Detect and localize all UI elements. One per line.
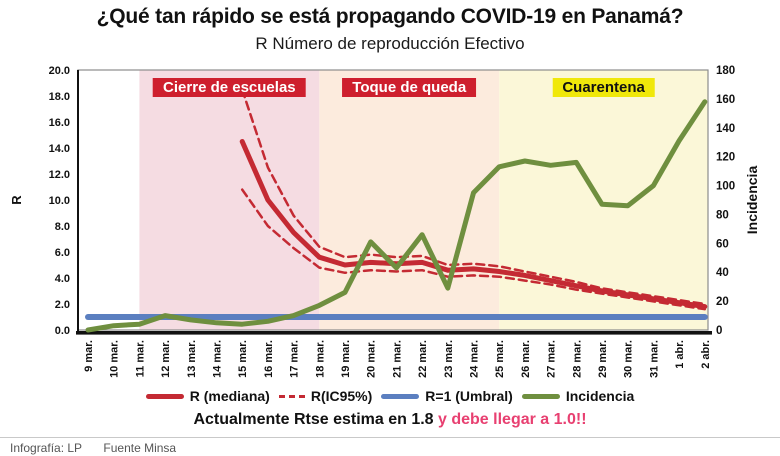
left-tick-label: 12.0	[49, 169, 70, 181]
x-tick-label: 11 mar.	[134, 340, 146, 377]
right-tick-label: 120	[716, 152, 735, 164]
left-tick-label: 2.0	[55, 299, 70, 311]
x-tick-label: 20 mar.	[366, 340, 378, 378]
x-tick-label: 23 mar.	[443, 340, 455, 378]
series-r-ic95-superior	[240, 88, 707, 306]
x-tick-label: 25 mar.	[494, 340, 506, 378]
right-tick-label: 80	[716, 209, 729, 221]
legend-swatch-r-ic95	[278, 394, 305, 398]
footer-source: Fuente Minsa	[103, 441, 177, 455]
x-tick-label: 15 mar.	[237, 340, 249, 378]
region-label-cierre-de-escuelas: Cierre de escuelas	[153, 78, 306, 97]
footer: Infografía: LP Fuente Minsa	[0, 437, 780, 455]
series-incidencia	[85, 99, 708, 333]
x-tick-label: 24 mar.	[469, 340, 481, 378]
x-tick-label: 29 mar.	[597, 340, 609, 378]
region-label-toque-de-queda: Toque de queda	[342, 78, 477, 97]
legend-item-r-1-umbral: R=1 (Umbral)	[381, 388, 513, 404]
x-tick-label: 12 mar.	[160, 340, 172, 378]
x-tick-label: 18 mar.	[314, 340, 326, 378]
legend-swatch-r-1-umbral	[381, 393, 420, 399]
right-tick-label: 160	[716, 94, 735, 106]
region-cierre-de-escuelas	[139, 70, 320, 330]
x-tick-label: 22 mar.	[417, 340, 429, 378]
left-tick-label: 4.0	[55, 273, 70, 285]
left-axis-title: R	[9, 195, 24, 205]
x-tick-label: 19 mar.	[340, 340, 352, 378]
x-tick-label: 14 mar.	[212, 340, 224, 378]
chart-svg: 0.0 2.0 4.0 6.0 8.0 10.0 12.0 14.0 16.0 18.0 20.0 0…	[9, 65, 760, 378]
x-tick-label: 10 mar.	[109, 340, 121, 378]
annotation-main: Actualmente Rtse estima en 1.8	[193, 411, 439, 428]
series-r-ic95-inferior	[240, 188, 707, 311]
left-tick-label: 8.0	[55, 221, 70, 233]
left-tick-label: 6.0	[55, 247, 70, 259]
right-tick-label: 20	[716, 296, 729, 308]
left-tick-label: 20.0	[49, 65, 70, 77]
left-tick-label: 10.0	[49, 195, 70, 207]
x-tick-label: 1 abr.	[674, 340, 686, 369]
right-axis-title: Incidencia	[744, 166, 760, 235]
x-tick-label: 21 mar.	[391, 340, 403, 378]
legend-swatch-r-mediana	[145, 393, 184, 399]
x-tick-label: 13 mar.	[186, 340, 198, 378]
left-tick-label: 0.0	[55, 325, 70, 337]
region-label-cuarentena: Cuarentena	[552, 78, 655, 97]
legend-item-r-ic95: R(IC95%)	[278, 388, 373, 404]
legend-label: R=1 (Umbral)	[425, 388, 513, 404]
right-tick-label: 40	[716, 267, 729, 279]
left-tick-label: 14.0	[49, 143, 70, 155]
annotation-highlight: y debe llegar a 1.0!!	[438, 411, 587, 428]
legend-label: R(IC95%)	[310, 388, 373, 404]
x-tick-label: 31 mar.	[648, 340, 660, 378]
x-tick-label: 27 mar.	[546, 340, 558, 378]
chart-area: 0.0 2.0 4.0 6.0 8.0 10.0 12.0 14.0 16.0 18.0 20.0 0…	[0, 60, 780, 390]
left-tick-label: 18.0	[49, 91, 70, 103]
footer-credit: Infografía: LP	[10, 441, 83, 455]
annotation-text: Actualmente Rtse estima en 1.8 y debe ll…	[0, 411, 780, 429]
right-tick-label: 180	[716, 65, 735, 77]
x-tick-label: 26 mar.	[520, 340, 532, 378]
page-title: ¿Qué tan rápido se está propagando COVID…	[96, 5, 684, 28]
right-tick-label: 0	[716, 325, 722, 337]
x-tick-label: 9 mar.	[83, 340, 95, 372]
legend-label: Incidencia	[565, 388, 635, 404]
legend-item-r-mediana: R (mediana)	[145, 388, 270, 404]
x-tick-label: 16 mar.	[263, 340, 275, 378]
x-axis-line	[76, 331, 712, 335]
x-tick-label: 17 mar.	[289, 340, 301, 378]
region-cuarentena	[499, 70, 708, 330]
legend-label: R (mediana)	[189, 388, 270, 404]
x-tick-label: 28 mar.	[571, 340, 583, 378]
left-tick-label: 16.0	[49, 117, 70, 129]
series-r-mediana	[239, 139, 708, 310]
x-tick-label: 2 abr.	[700, 340, 712, 369]
right-tick-label: 140	[716, 123, 735, 135]
right-tick-label: 100	[716, 181, 735, 193]
right-tick-label: 60	[716, 238, 729, 250]
legend-item-incidencia: Incidencia	[521, 388, 635, 404]
chart-subtitle: R Número de reproducción Efectivo	[255, 34, 525, 53]
legend: R (mediana) R(IC95%) R=1 (Umbral) Incidenci…	[0, 388, 780, 404]
x-tick-label: 30 mar.	[623, 340, 635, 378]
legend-swatch-incidencia	[521, 393, 560, 399]
